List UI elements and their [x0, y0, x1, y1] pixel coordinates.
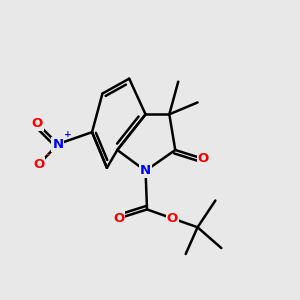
Text: O: O — [198, 152, 209, 165]
Text: N: N — [140, 164, 151, 177]
Text: N: N — [52, 138, 63, 151]
Text: O: O — [113, 212, 124, 225]
Text: O: O — [32, 117, 43, 130]
Text: +: + — [64, 130, 72, 139]
Text: O: O — [33, 158, 44, 171]
Text: O: O — [167, 212, 178, 225]
Text: -: - — [45, 149, 50, 160]
